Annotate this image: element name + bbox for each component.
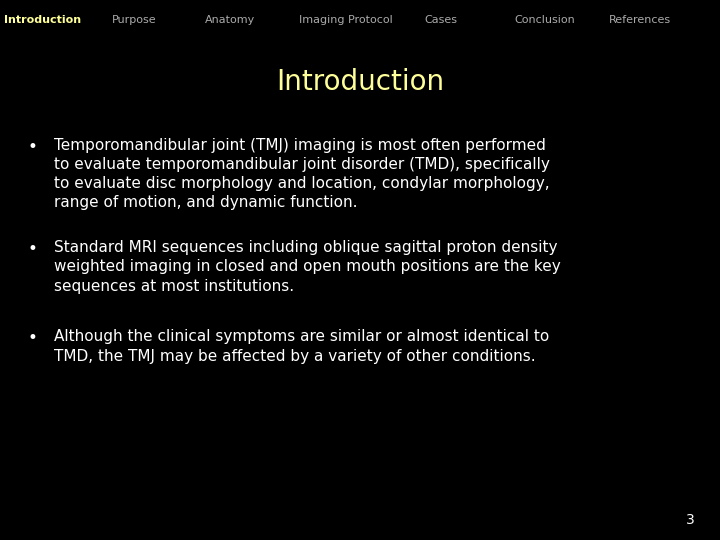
Text: 3: 3 <box>686 512 695 526</box>
Text: References: References <box>608 15 670 25</box>
Text: •: • <box>27 240 37 258</box>
Text: Standard MRI sequences including oblique sagittal proton density
weighted imagin: Standard MRI sequences including oblique… <box>54 240 561 294</box>
Text: Introduction: Introduction <box>4 15 81 25</box>
Text: Temporomandibular joint (TMJ) imaging is most often performed
to evaluate tempor: Temporomandibular joint (TMJ) imaging is… <box>54 138 550 210</box>
Text: •: • <box>27 138 37 156</box>
Text: Imaging Protocol: Imaging Protocol <box>299 15 392 25</box>
Text: Introduction: Introduction <box>276 68 444 96</box>
Text: Anatomy: Anatomy <box>205 15 256 25</box>
Text: Although the clinical symptoms are similar or almost identical to
TMD, the TMJ m: Although the clinical symptoms are simil… <box>54 329 549 363</box>
Text: Purpose: Purpose <box>112 15 156 25</box>
Text: •: • <box>27 329 37 347</box>
Text: Cases: Cases <box>425 15 458 25</box>
Text: Conclusion: Conclusion <box>515 15 575 25</box>
